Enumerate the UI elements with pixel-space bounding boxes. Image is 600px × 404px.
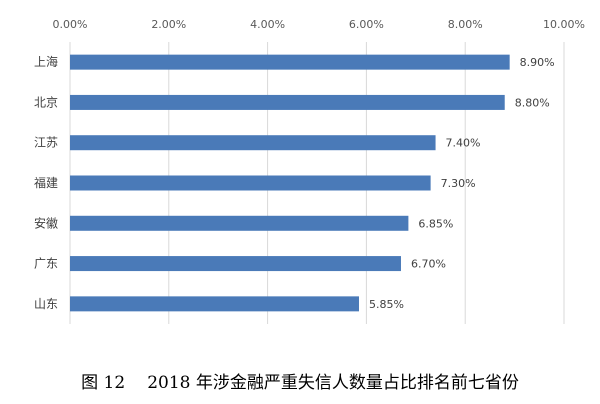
bar: [70, 54, 510, 70]
bar: [70, 175, 431, 191]
figure-number: 图 12: [81, 373, 126, 393]
x-tick-label: 10.00%: [543, 18, 585, 31]
figure-title: 2018 年涉金融严重失信人数量占比排名前七省份: [147, 373, 519, 393]
bar: [70, 296, 359, 312]
category-label: 上海: [34, 54, 58, 69]
data-label: 6.70%: [411, 258, 446, 271]
data-label: 8.90%: [520, 56, 555, 69]
x-tick-label: 0.00%: [53, 18, 88, 31]
bar-chart: 0.00% 2.00% 4.00% 6.00% 8.00% 10.00% 上海 8.90% 北京…: [34, 18, 585, 324]
x-tick-label: 6.00%: [349, 18, 384, 31]
data-label: 7.30%: [441, 177, 476, 190]
category-label: 广东: [34, 257, 58, 271]
category-label: 北京: [34, 95, 58, 109]
bar: [70, 256, 401, 272]
figure-caption: 图 12 2018 年涉金融严重失信人数量占比排名前七省份: [0, 368, 600, 393]
data-label: 5.85%: [369, 298, 404, 311]
bar: [70, 94, 505, 110]
category-label: 安徽: [34, 215, 58, 230]
data-label: 6.85%: [418, 217, 453, 230]
data-label: 8.80%: [515, 96, 550, 109]
bar: [70, 215, 409, 231]
data-label: 7.40%: [446, 137, 481, 150]
category-label: 江苏: [34, 136, 58, 150]
x-tick-label: 4.00%: [250, 18, 285, 31]
category-label: 福建: [34, 175, 58, 190]
bar: [70, 135, 436, 151]
x-tick-label: 2.00%: [151, 18, 186, 31]
category-label: 山东: [34, 297, 58, 311]
x-tick-label: 8.00%: [448, 18, 483, 31]
